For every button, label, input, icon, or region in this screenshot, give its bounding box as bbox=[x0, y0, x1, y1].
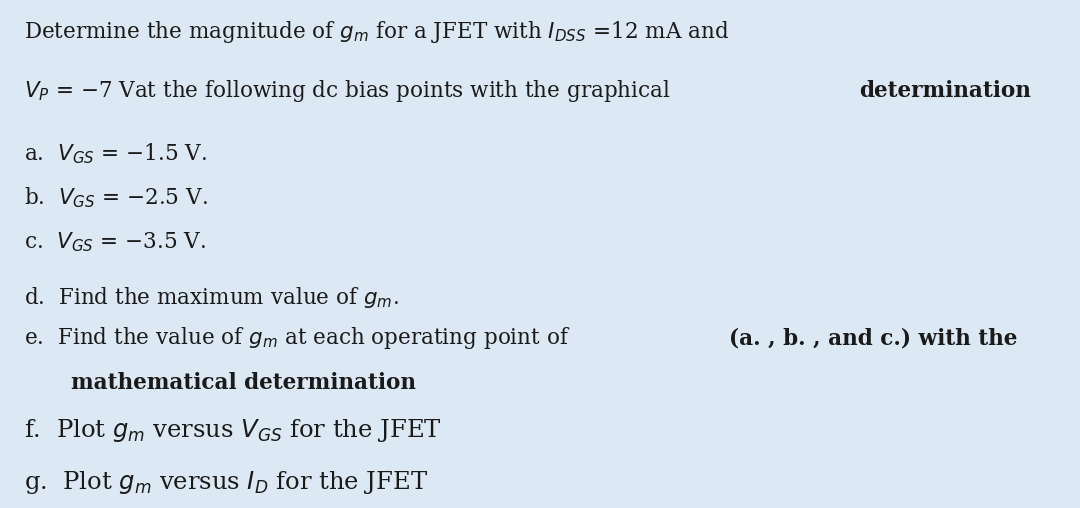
Text: g.  Plot $g_m$ versus $I_D$ for the JFET: g. Plot $g_m$ versus $I_D$ for the JFET bbox=[24, 469, 428, 496]
Text: determination: determination bbox=[859, 80, 1031, 102]
Text: $V_P$ = −7 Vat the following dc bias points with the graphical: $V_P$ = −7 Vat the following dc bias poi… bbox=[24, 78, 671, 104]
Text: Determine the magnitude of $g_m$ for a JFET with $I_{DSS}$ =12 mA and: Determine the magnitude of $g_m$ for a J… bbox=[24, 19, 729, 45]
Text: f.  Plot $g_m$ versus $V_{GS}$ for the JFET: f. Plot $g_m$ versus $V_{GS}$ for the JF… bbox=[24, 417, 442, 444]
Text: (a. , b. , and c.) with the: (a. , b. , and c.) with the bbox=[729, 328, 1017, 350]
Text: c.  $V_{GS}$ = −3.5 V.: c. $V_{GS}$ = −3.5 V. bbox=[24, 231, 206, 254]
Text: mathematical determination: mathematical determination bbox=[71, 372, 416, 394]
Text: d.  Find the maximum value of $g_m$.: d. Find the maximum value of $g_m$. bbox=[24, 285, 399, 310]
Text: b.  $V_{GS}$ = −2.5 V.: b. $V_{GS}$ = −2.5 V. bbox=[24, 185, 207, 210]
Text: a.  $V_{GS}$ = −1.5 V.: a. $V_{GS}$ = −1.5 V. bbox=[24, 141, 206, 166]
Text: e.  Find the value of $g_m$ at each operating point of: e. Find the value of $g_m$ at each opera… bbox=[24, 326, 570, 352]
